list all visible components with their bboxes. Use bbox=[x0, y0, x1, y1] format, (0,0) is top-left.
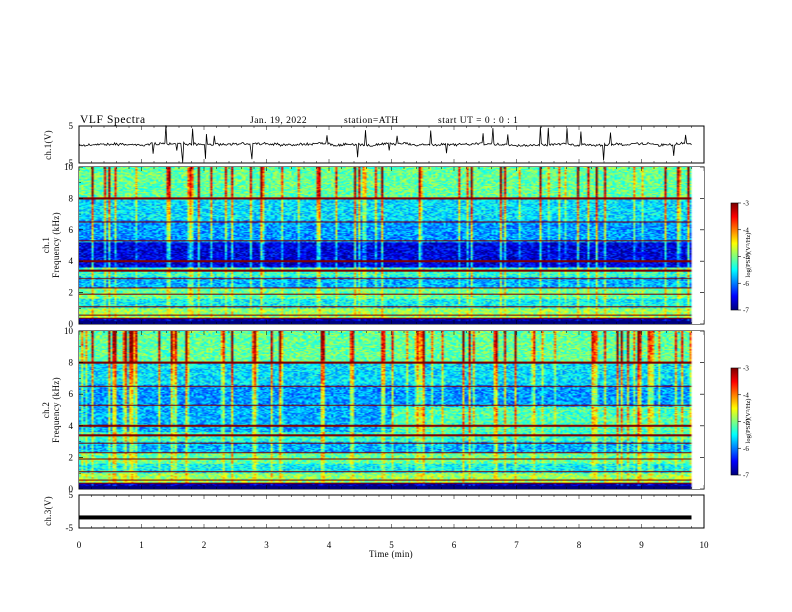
ch2-spec-ylabel-channel: ch.2 bbox=[41, 402, 51, 418]
x-tick-label: 2 bbox=[202, 540, 207, 550]
ch1-spectrogram-image bbox=[79, 167, 704, 324]
colorbar-tick-label: -3 bbox=[743, 365, 749, 373]
ch1-spectrogram-ytick-label: 0 bbox=[69, 319, 74, 329]
x-tick-label: 0 bbox=[77, 540, 82, 550]
ch1-spectrogram-ytick-label: 8 bbox=[69, 193, 74, 203]
x-tick-label: 1 bbox=[139, 540, 144, 550]
ch2-spectrogram-ytick-label: 2 bbox=[69, 452, 74, 462]
colorbar-tick-label: -5 bbox=[743, 253, 749, 261]
colorbar-tick-label: -4 bbox=[743, 391, 749, 399]
x-tick-label: 3 bbox=[264, 540, 269, 550]
x-tick-label: 6 bbox=[452, 540, 457, 550]
ch2-spectrogram-image bbox=[79, 331, 704, 489]
ch1-waveform-ylabel: ch.1(V) bbox=[43, 130, 53, 160]
colorbar-2-gradient bbox=[731, 368, 738, 475]
colorbar-1-label: log(PSD)(V²/Hz) bbox=[745, 233, 752, 278]
colorbar-tick-label: -7 bbox=[743, 307, 749, 315]
x-tick-label: 8 bbox=[577, 540, 582, 550]
ch2-spectrogram-ytick-label: 10 bbox=[64, 326, 74, 336]
colorbar-tick-label: -4 bbox=[743, 226, 749, 234]
date-label: Jan. 19, 2022 bbox=[250, 116, 307, 126]
ch2-spectrogram-ytick-label: 6 bbox=[69, 389, 74, 399]
colorbar-tick-label: -7 bbox=[743, 472, 749, 480]
ch3-waveform-line bbox=[79, 515, 692, 520]
x-tick-label: 9 bbox=[639, 540, 644, 550]
ch1-spectrogram-ytick-label: 2 bbox=[69, 288, 74, 298]
ch2-spectrogram-ytick-label: 4 bbox=[69, 421, 74, 431]
figure-title: VLF Spectra bbox=[80, 114, 146, 126]
colorbar-tick-label: -5 bbox=[743, 418, 749, 426]
ch1-waveform-ytick-label: 5 bbox=[69, 121, 74, 131]
colorbar-1-gradient bbox=[731, 203, 738, 310]
ch3-waveform-ylabel: ch.3(V) bbox=[43, 496, 53, 526]
ch3-waveform-frame bbox=[78, 494, 705, 529]
x-tick-label: 4 bbox=[327, 540, 332, 550]
ch2-spec-ylabel-frequency: Frequency (kHz) bbox=[51, 377, 61, 443]
ch1-spec-ylabel-channel: ch.1 bbox=[41, 237, 51, 253]
ch1-waveform-ytick-label: -5 bbox=[66, 158, 74, 168]
ch1-spec-ylabel-frequency: Frequency (kHz) bbox=[51, 212, 61, 278]
colorbar-tick-label: -6 bbox=[743, 280, 749, 288]
ch1-spectrogram-ytick-label: 6 bbox=[69, 225, 74, 235]
ch1-spectrogram-ytick-label: 10 bbox=[64, 162, 74, 172]
start-time-label: start UT = 0 : 0 : 1 bbox=[438, 116, 518, 126]
colorbar-tick-label: -3 bbox=[743, 200, 749, 208]
colorbar-2-label: log(PSD)(V²/Hz) bbox=[745, 399, 752, 444]
station-label: station=ATH bbox=[344, 116, 399, 126]
ch3-waveform-ytick-label: 5 bbox=[69, 490, 74, 500]
x-tick-label: 10 bbox=[700, 540, 710, 550]
x-tick-label: 5 bbox=[389, 540, 394, 550]
ch2-spectrogram-ytick-label: 8 bbox=[69, 358, 74, 368]
colorbar-tick-label: -6 bbox=[743, 445, 749, 453]
ch3-waveform-ytick-label: -5 bbox=[66, 523, 74, 533]
x-tick-label: 7 bbox=[514, 540, 519, 550]
ch1-spectrogram-ytick-label: 4 bbox=[69, 256, 74, 266]
ch2-spectrogram-ytick-label: 0 bbox=[69, 484, 74, 494]
x-axis-label: Time (min) bbox=[369, 549, 413, 559]
ch1-waveform-line bbox=[78, 125, 692, 163]
